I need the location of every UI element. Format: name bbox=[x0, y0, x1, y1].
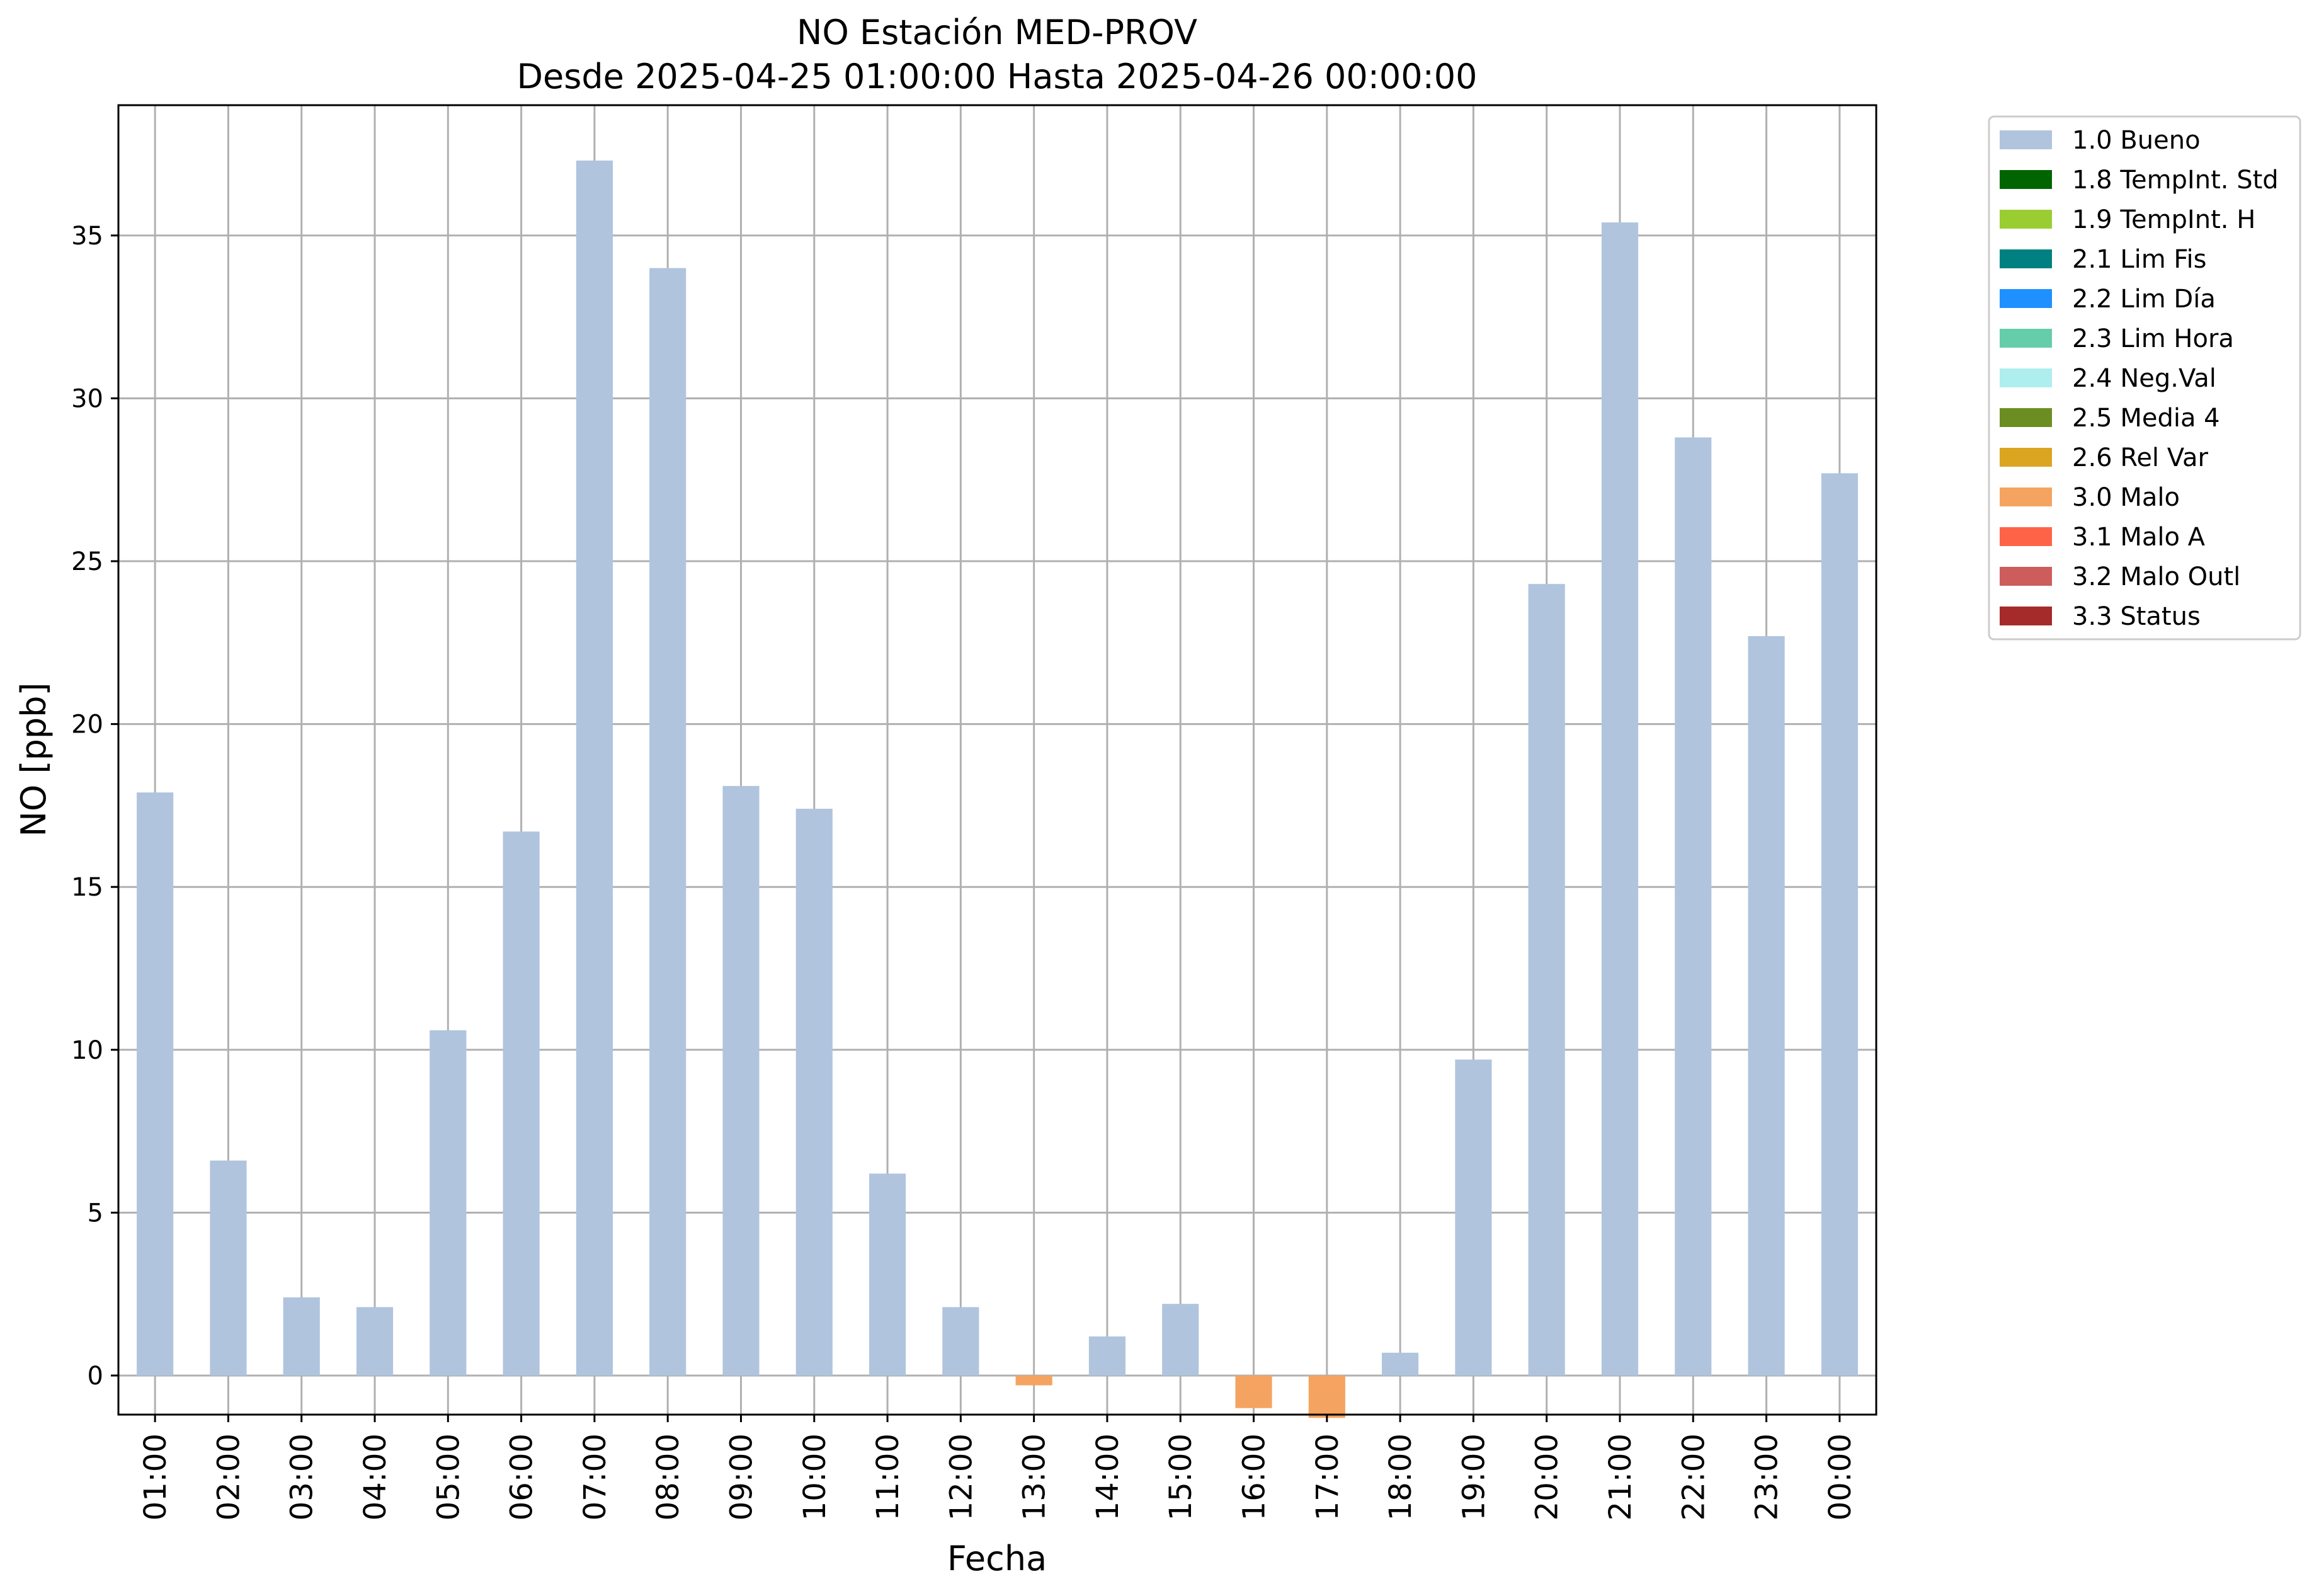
bars bbox=[137, 160, 1858, 1418]
x-tick-label: 21:00 bbox=[1603, 1434, 1638, 1520]
y-tick-label: 15 bbox=[71, 873, 103, 902]
legend-label: 2.1 Lim Fis bbox=[2072, 245, 2206, 274]
bar-15-00 bbox=[1162, 1304, 1199, 1376]
bar-02-00 bbox=[210, 1160, 247, 1376]
legend-label: 3.2 Malo Outl bbox=[2072, 562, 2240, 591]
legend-frame bbox=[1988, 115, 2301, 641]
legend-swatch bbox=[2000, 527, 2052, 546]
bar-21-00 bbox=[1601, 222, 1639, 1376]
bar-20-00 bbox=[1528, 584, 1565, 1376]
x-axis-label: Fecha bbox=[947, 1539, 1047, 1578]
legend-label: 3.1 Malo A bbox=[2072, 523, 2206, 552]
legend-swatch bbox=[2000, 249, 2052, 268]
bar-13-00 bbox=[1015, 1375, 1052, 1386]
bar-17-00 bbox=[1308, 1375, 1345, 1418]
y-axis-ticks: 0 5 10 15 20 25 30 35 bbox=[71, 222, 118, 1391]
x-tick-label: 16:00 bbox=[1237, 1434, 1272, 1520]
x-tick-label: 06:00 bbox=[504, 1434, 540, 1520]
y-tick-label: 5 bbox=[88, 1199, 103, 1228]
x-tick-label: 23:00 bbox=[1750, 1434, 1785, 1520]
legend-swatch bbox=[2000, 607, 2052, 625]
bar-09-00 bbox=[722, 785, 760, 1376]
bar-05-00 bbox=[430, 1030, 467, 1376]
legend-swatch bbox=[2000, 289, 2052, 308]
y-tick-label: 30 bbox=[71, 384, 103, 413]
y-tick-label: 35 bbox=[71, 222, 103, 251]
x-tick-label: 11:00 bbox=[870, 1434, 906, 1520]
legend-label: 3.3 Status bbox=[2072, 602, 2201, 631]
x-tick-label: 00:00 bbox=[1823, 1434, 1858, 1520]
chart-subtitle: Desde 2025-04-25 01:00:00 Hasta 2025-04-… bbox=[516, 57, 1477, 96]
x-tick-label: 08:00 bbox=[651, 1434, 686, 1520]
legend-label: 3.0 Malo bbox=[2072, 483, 2180, 512]
bar-01-00 bbox=[137, 792, 174, 1376]
x-tick-label: 14:00 bbox=[1090, 1434, 1125, 1520]
plot-area: 0 5 10 15 20 25 30 35 01:00 02:00 03:00 04:00 05:00… bbox=[71, 104, 1877, 1520]
legend-swatch bbox=[2000, 329, 2052, 348]
legend-label: 1.9 TempInt. H bbox=[2072, 205, 2255, 234]
x-axis-ticks: 01:00 02:00 03:00 04:00 05:00 06:00 07:00 08:00… bbox=[138, 1415, 1858, 1520]
bar-14-00 bbox=[1088, 1336, 1126, 1376]
bar-03-00 bbox=[283, 1297, 320, 1376]
x-tick-label: 03:00 bbox=[285, 1434, 320, 1520]
chart-title: NO Estación MED-PROV bbox=[797, 13, 1197, 52]
x-tick-label: 01:00 bbox=[138, 1434, 173, 1520]
x-tick-label: 09:00 bbox=[724, 1434, 759, 1520]
x-tick-label: 10:00 bbox=[797, 1434, 833, 1520]
bar-23-00 bbox=[1748, 636, 1785, 1376]
legend-swatch bbox=[2000, 170, 2052, 189]
bar-19-00 bbox=[1455, 1059, 1492, 1376]
bar-10-00 bbox=[795, 809, 833, 1376]
plot-frame bbox=[117, 104, 1877, 1416]
legend-label: 1.8 TempInt. Std bbox=[2072, 166, 2279, 195]
legend-label: 2.6 Rel Var bbox=[2072, 443, 2209, 472]
legend-label: 2.4 Neg.Val bbox=[2072, 364, 2216, 393]
y-tick-label: 10 bbox=[71, 1036, 103, 1065]
bar-18-00 bbox=[1382, 1352, 1419, 1376]
bar-12-00 bbox=[942, 1307, 979, 1376]
legend-label: 2.5 Media 4 bbox=[2072, 404, 2220, 433]
bar-00-00 bbox=[1821, 473, 1858, 1376]
legend-swatch bbox=[2000, 210, 2052, 229]
y-tick-label: 25 bbox=[71, 547, 103, 576]
x-tick-label: 22:00 bbox=[1676, 1434, 1711, 1520]
y-tick-label: 20 bbox=[71, 710, 103, 739]
legend-label: 2.2 Lim Día bbox=[2072, 285, 2216, 314]
x-tick-label: 07:00 bbox=[578, 1434, 613, 1520]
x-tick-label: 04:00 bbox=[358, 1434, 393, 1520]
legend-label: 1.0 Bueno bbox=[2072, 126, 2201, 155]
bar-07-00 bbox=[576, 160, 613, 1376]
legend-swatch bbox=[2000, 448, 2052, 467]
legend-items: 1.0 Bueno 1.8 TempInt. Std 1.9 TempInt. H 2… bbox=[2000, 126, 2279, 631]
x-tick-label: 05:00 bbox=[431, 1434, 466, 1520]
y-tick-label: 0 bbox=[88, 1362, 103, 1391]
x-tick-label: 20:00 bbox=[1530, 1434, 1565, 1520]
legend-swatch bbox=[2000, 567, 2052, 586]
legend-swatch bbox=[2000, 368, 2052, 387]
legend-swatch bbox=[2000, 130, 2052, 149]
x-tick-label: 12:00 bbox=[943, 1434, 979, 1520]
bar-08-00 bbox=[649, 268, 687, 1376]
bar-06-00 bbox=[503, 831, 540, 1376]
x-tick-label: 13:00 bbox=[1017, 1434, 1052, 1520]
bar-11-00 bbox=[869, 1173, 906, 1376]
y-axis-label: NO [ppb] bbox=[14, 682, 54, 836]
legend-swatch bbox=[2000, 487, 2052, 506]
legend: 1.0 Bueno 1.8 TempInt. Std 1.9 TempInt. H 2… bbox=[1988, 115, 2301, 641]
bar-22-00 bbox=[1675, 437, 1712, 1376]
x-tick-label: 15:00 bbox=[1163, 1434, 1199, 1520]
x-tick-label: 02:00 bbox=[211, 1434, 246, 1520]
x-tick-label: 18:00 bbox=[1383, 1434, 1418, 1520]
legend-swatch bbox=[2000, 408, 2052, 427]
bar-04-00 bbox=[356, 1307, 394, 1376]
x-tick-label: 17:00 bbox=[1310, 1434, 1345, 1520]
legend-label: 2.3 Lim Hora bbox=[2072, 324, 2234, 353]
x-tick-label: 19:00 bbox=[1456, 1434, 1491, 1520]
bar-16-00 bbox=[1235, 1375, 1272, 1408]
